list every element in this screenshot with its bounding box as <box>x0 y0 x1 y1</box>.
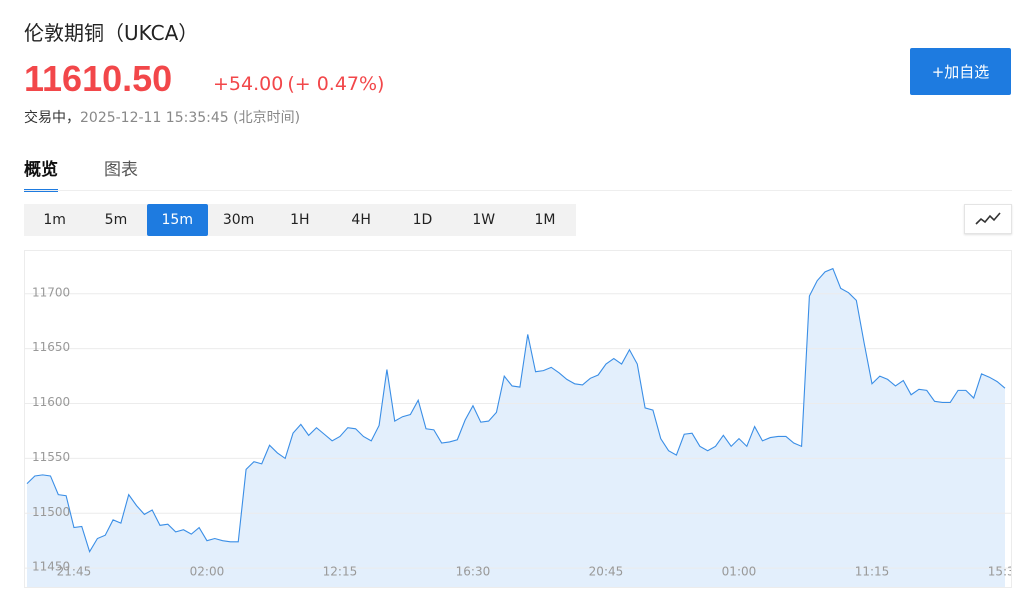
interval-button[interactable]: 5m <box>104 212 128 228</box>
y-tick-label: 11550 <box>32 450 70 464</box>
x-tick-label: 11:15 <box>855 565 890 579</box>
x-tick-label: 01:00 <box>722 565 757 579</box>
tab[interactable]: 概览 <box>24 155 58 192</box>
y-tick-label: 11500 <box>32 505 70 519</box>
interval-button[interactable]: 1H <box>290 212 310 228</box>
x-tick-label: 12:15 <box>323 565 358 579</box>
x-tick-label: 15:30 <box>988 565 1012 579</box>
status: 交易中，2025-12-11 15:35:45 (北京时间) <box>24 107 300 127</box>
interval-button[interactable]: 4H <box>351 212 371 228</box>
watch-button[interactable]: +加自选 <box>910 48 1011 95</box>
x-tick-label: 21:45 <box>57 565 92 579</box>
area-fill <box>27 268 1005 587</box>
x-tick-label: 20:45 <box>589 565 624 579</box>
interval-button[interactable]: 1D <box>412 212 433 228</box>
y-tick-label: 11650 <box>32 340 70 354</box>
chart-icon <box>975 212 1001 225</box>
change-value: +54.00 <box>213 73 284 95</box>
interval-bar: 1m 5m 15m 30m 1H 4H 1D 1W 1M <box>24 204 576 236</box>
status-text: 交易中， <box>24 110 80 126</box>
separator <box>24 190 1012 191</box>
plot: 11450 11500 11550 11600 11650 11700 21:45 02:00… <box>25 267 1012 587</box>
x-tick-label: 02:00 <box>190 565 225 579</box>
tabs: 概览 图表 <box>24 155 138 192</box>
interval-button[interactable]: 1m <box>43 212 66 228</box>
change: +54.00 (+ 0.47%) <box>213 73 388 95</box>
chart-type-button[interactable] <box>964 204 1012 234</box>
y-tick-label: 11450 <box>32 560 70 574</box>
interval-button[interactable]: 30m <box>222 212 255 228</box>
change-percent: (+ 0.47%) <box>287 73 385 95</box>
x-tick-label: 16:30 <box>456 565 491 579</box>
y-tick-label: 11600 <box>32 395 70 409</box>
timestamp: 2025-12-11 15:35:45 (北京时间) <box>80 110 301 126</box>
tab[interactable]: 图表 <box>104 160 138 180</box>
interval-button[interactable]: 1W <box>472 212 496 228</box>
interval-button[interactable]: 1M <box>534 212 556 228</box>
chart: 11450 11500 11550 11600 11650 11700 21:45 02:00… <box>24 250 1012 588</box>
interval-button[interactable]: 15m <box>146 204 208 236</box>
price: 11610.50 <box>24 58 173 99</box>
price-line <box>26 267 1006 554</box>
title: 伦敦期铜（UKCA） <box>24 21 199 45</box>
y-tick-label: 11700 <box>32 285 70 299</box>
